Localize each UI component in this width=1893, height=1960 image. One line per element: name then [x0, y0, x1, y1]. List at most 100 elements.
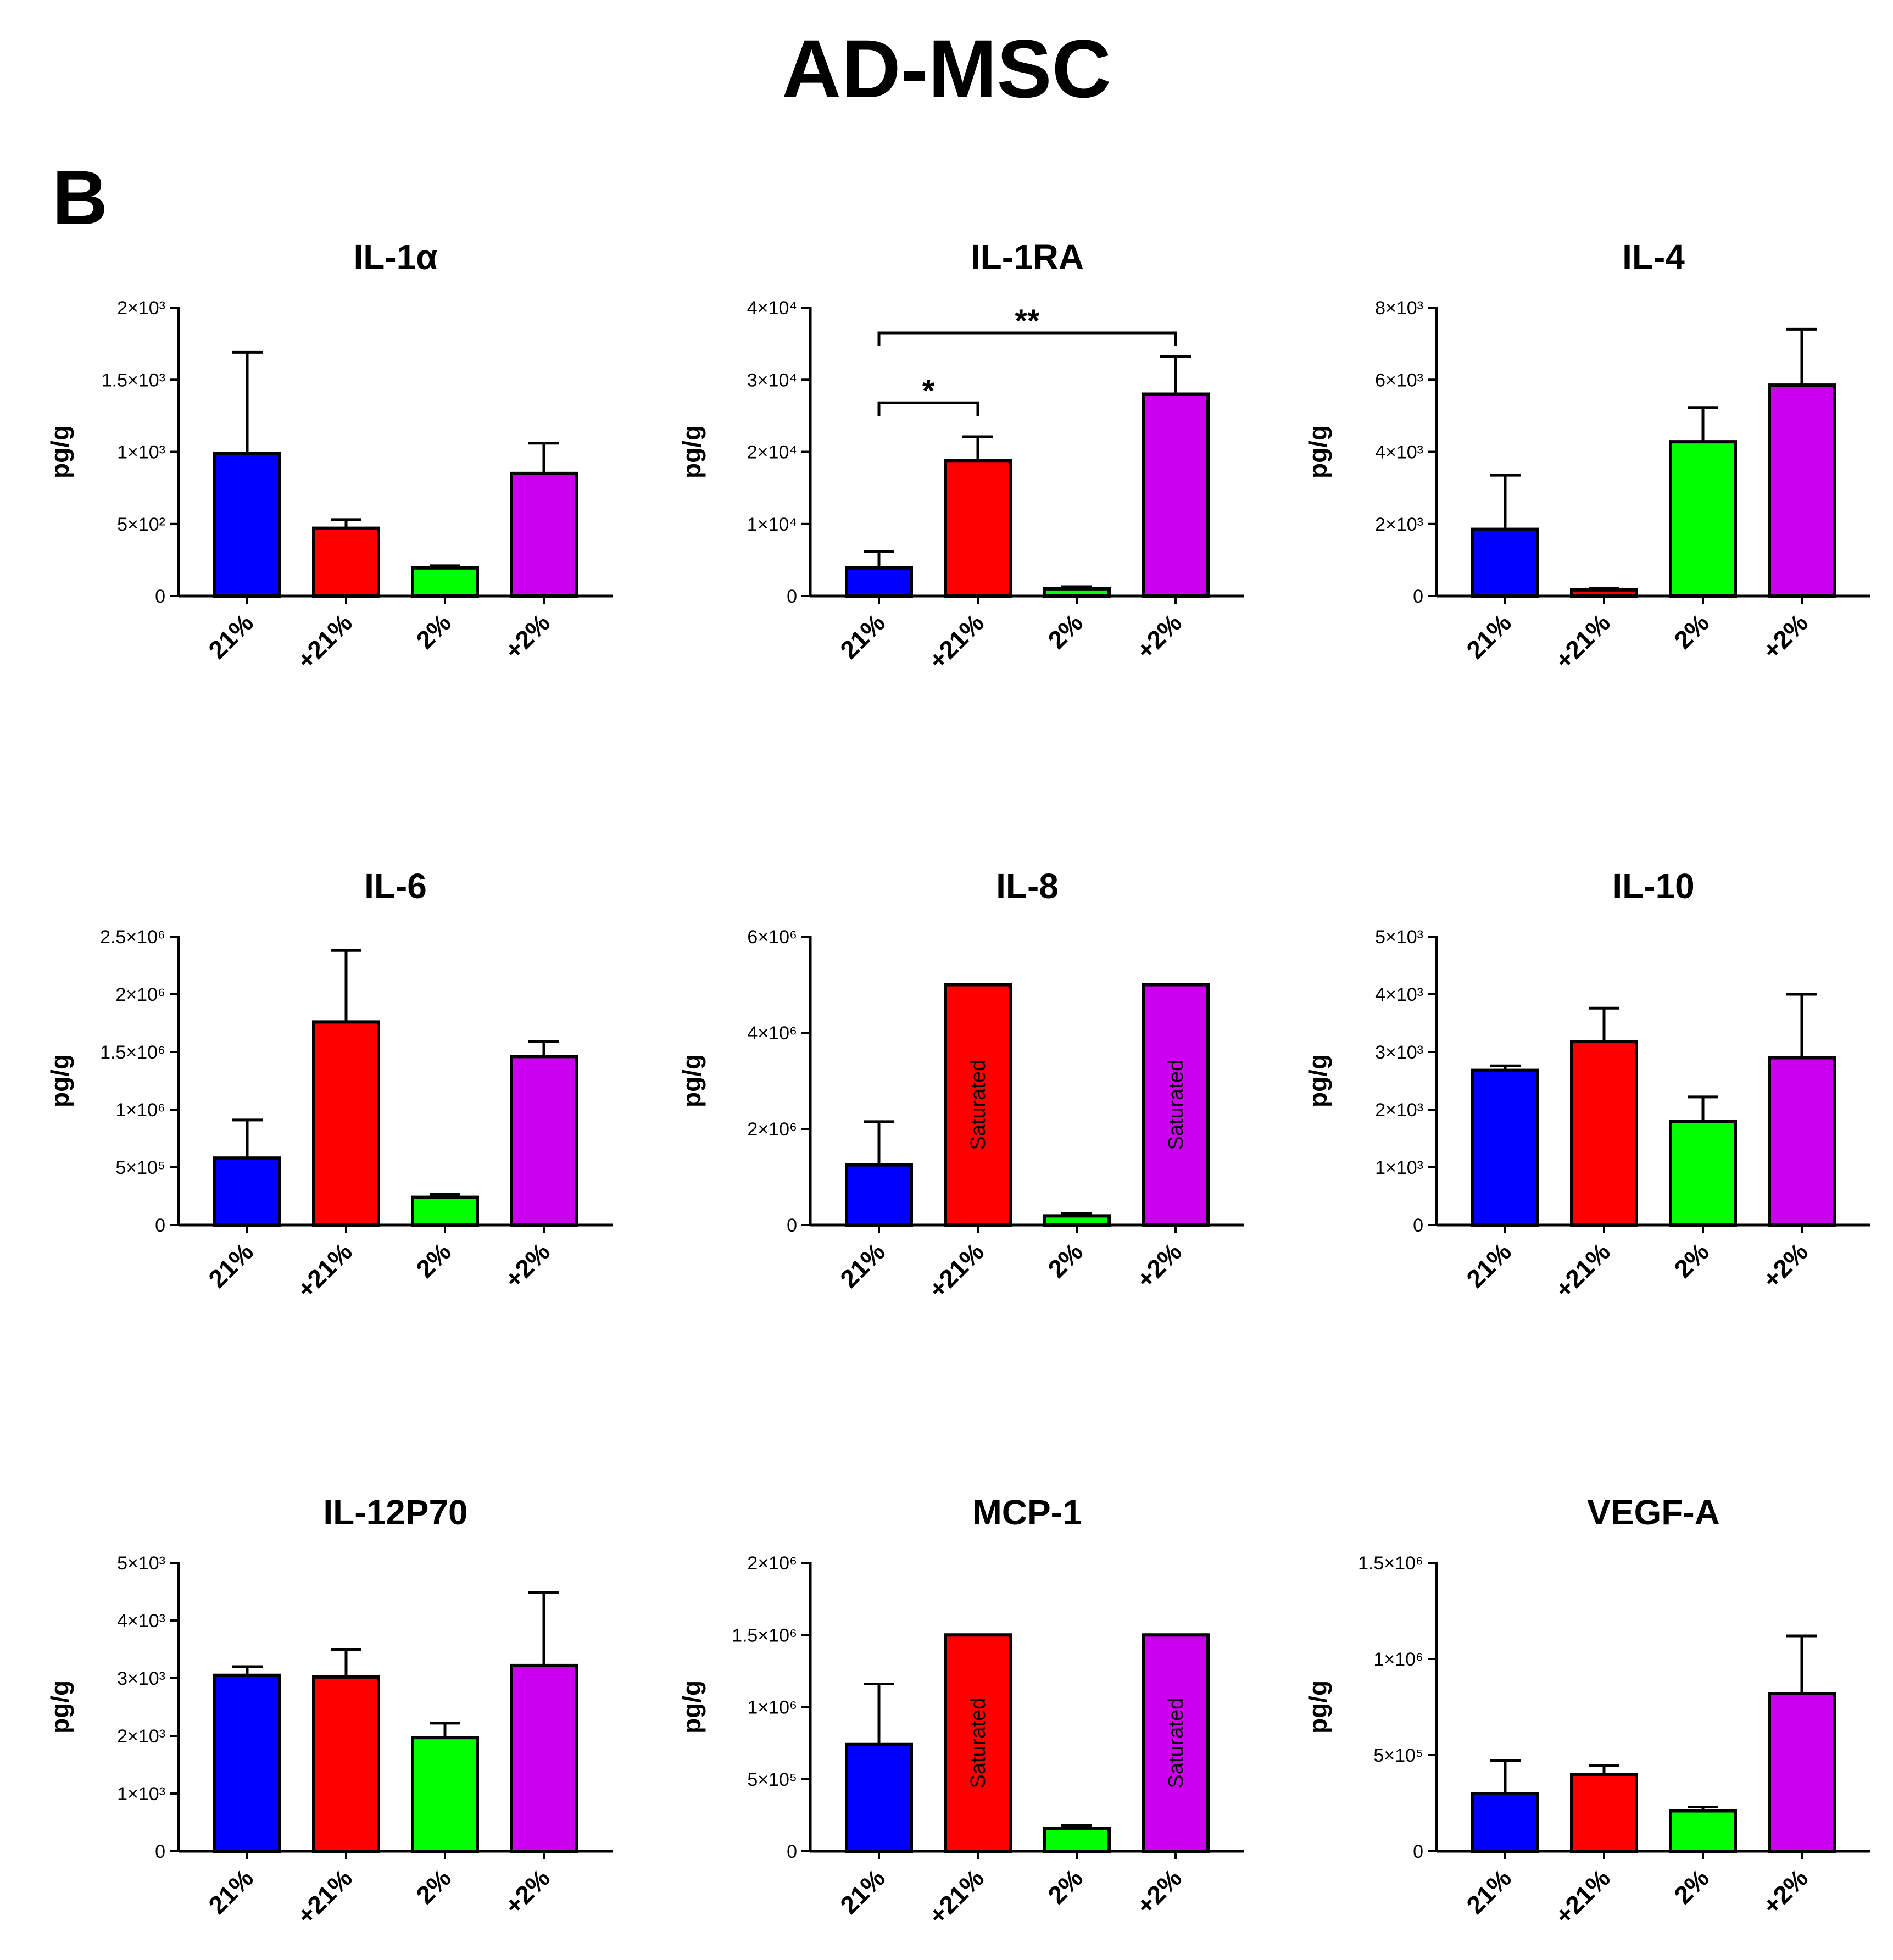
- x-tick-label: 21%: [1461, 1237, 1517, 1293]
- chart-title: IL-1RA: [971, 237, 1084, 277]
- bar-21%: [213, 452, 281, 598]
- x-tick-label: +21%: [923, 1237, 989, 1304]
- bar-2%: [411, 1736, 479, 1853]
- y-tick-label: 1×10⁶: [1373, 1649, 1423, 1670]
- x-tick-label: 2%: [410, 608, 456, 654]
- x-tick-label: 2%: [410, 1863, 456, 1909]
- x-tick-label: +2%: [499, 608, 555, 665]
- x-tick-label: +2%: [499, 1863, 555, 1920]
- chart-il-10: IL-10 pg/g 0 1×10³ 2×10³ 3×10³ 4×10³ 5×10³ 21% +2…: [1304, 866, 1870, 1304]
- y-tick-label: 4×10⁴: [747, 298, 797, 319]
- bar-+21%: [944, 459, 1012, 598]
- bar-2%: [411, 1195, 479, 1227]
- y-tick-label: 3×10⁴: [747, 370, 797, 391]
- x-tick-label: +2%: [1757, 608, 1813, 665]
- bar-21%: [845, 1742, 913, 1853]
- y-tick-label: 5×10³: [117, 1553, 165, 1574]
- y-tick-label: 5×10⁵: [115, 1157, 165, 1178]
- chart-title: VEGF-A: [1587, 1493, 1720, 1532]
- y-axis-label: pg/g: [46, 1680, 74, 1734]
- x-tick-label: 21%: [834, 608, 890, 664]
- y-axis-label: pg/g: [46, 1054, 74, 1107]
- y-tick-label: 0: [787, 586, 797, 607]
- y-tick-label: 1×10⁴: [747, 514, 797, 535]
- bar-annotation: Saturated: [967, 1060, 990, 1150]
- y-tick-label: 1×10³: [117, 1784, 165, 1805]
- bar-2%: [1043, 587, 1111, 598]
- y-tick-label: 4×10⁶: [747, 1023, 797, 1044]
- bar-21%: [845, 1163, 913, 1227]
- y-tick-label: 4×10³: [1375, 442, 1423, 463]
- y-tick-label: 2×10⁶: [115, 984, 165, 1005]
- bar-+2%: [1768, 1692, 1836, 1853]
- bar-2%: [1669, 1120, 1737, 1227]
- chart-il-12p70: IL-12P70 pg/g 0 1×10³ 2×10³ 3×10³ 4×10³ 5×10³ 21…: [46, 1493, 613, 1930]
- x-tick-label: 21%: [1461, 1863, 1517, 1919]
- bar-21%: [845, 566, 913, 598]
- panel-label: B: [52, 154, 108, 241]
- chart-title: IL-12P70: [323, 1493, 467, 1532]
- x-tick-label: 21%: [1461, 608, 1517, 664]
- y-axis-label: pg/g: [1304, 425, 1332, 478]
- x-tick-label: +21%: [291, 1863, 358, 1930]
- bar-2%: [1043, 1214, 1111, 1227]
- x-tick-label: +2%: [1131, 1863, 1187, 1920]
- y-tick-label: 1.5×10⁶: [100, 1042, 165, 1063]
- y-tick-label: 0: [1413, 1215, 1423, 1236]
- x-tick-label: +2%: [1757, 1863, 1813, 1920]
- figure-title: AD-MSC: [782, 23, 1111, 115]
- bar-2%: [1669, 440, 1737, 598]
- bar-+21%: [312, 1675, 380, 1853]
- x-tick-label: +21%: [1549, 608, 1616, 675]
- x-tick-label: +21%: [291, 608, 358, 675]
- y-tick-label: 5×10⁵: [747, 1769, 797, 1790]
- y-tick-label: 5×10⁵: [1373, 1745, 1423, 1766]
- bar-+2%: [1142, 1633, 1210, 1853]
- x-tick-label: +21%: [291, 1237, 358, 1304]
- chart-vegf-a: VEGF-A pg/g 0 5×10⁵ 1×10⁶ 1.5×10⁶ 21% +21% 2% +2%: [1304, 1493, 1870, 1930]
- x-tick-label: +21%: [1549, 1237, 1616, 1304]
- bar-+21%: [944, 1633, 1012, 1853]
- x-tick-label: 2%: [1668, 1237, 1714, 1283]
- chart-il-4: IL-4 pg/g 0 2×10³ 4×10³ 6×10³ 8×10³ 21% +21% 2% +2…: [1304, 237, 1870, 675]
- bar-+2%: [1768, 1056, 1836, 1227]
- bar-2%: [1669, 1809, 1737, 1853]
- x-tick-label: +21%: [923, 608, 989, 675]
- y-axis-label: pg/g: [677, 425, 706, 478]
- y-tick-label: 0: [787, 1215, 797, 1236]
- bar-21%: [213, 1156, 281, 1227]
- y-tick-label: 1×10³: [117, 442, 165, 463]
- x-tick-label: 2%: [1668, 1863, 1714, 1909]
- y-tick-label: 2×10³: [1375, 1100, 1423, 1121]
- x-tick-label: 21%: [834, 1237, 890, 1293]
- bar-+21%: [312, 526, 380, 598]
- bar-+2%: [510, 1663, 578, 1853]
- y-tick-label: 4×10³: [1375, 984, 1423, 1005]
- y-tick-label: 0: [155, 1841, 165, 1862]
- y-tick-label: 6×10⁶: [747, 927, 797, 948]
- chart-il-8: IL-8 pg/g 0 2×10⁶ 4×10⁶ 6×10⁶ 21% +21% Saturated…: [677, 866, 1244, 1304]
- x-tick-label: 2%: [1668, 608, 1714, 654]
- y-tick-label: 1.5×10⁶: [732, 1625, 797, 1646]
- bar-+2%: [1142, 983, 1210, 1227]
- x-tick-label: 21%: [203, 608, 259, 664]
- bar-annotation: Saturated: [967, 1698, 990, 1789]
- y-tick-label: 1×10³: [1375, 1157, 1423, 1178]
- y-tick-label: 8×10³: [1375, 298, 1423, 319]
- y-axis-label: pg/g: [1304, 1054, 1332, 1107]
- x-tick-label: +2%: [1131, 1237, 1187, 1294]
- bar-21%: [1471, 1068, 1539, 1227]
- significance-label: *: [922, 373, 935, 409]
- chart-mcp-1: MCP-1 pg/g 0 5×10⁵ 1×10⁶ 1.5×10⁶ 2×10⁶ 21% +21% S…: [677, 1493, 1244, 1930]
- y-tick-label: 1×10⁶: [115, 1100, 165, 1121]
- x-tick-label: +2%: [1757, 1237, 1813, 1294]
- bar-annotation: Saturated: [1165, 1698, 1188, 1789]
- y-tick-label: 6×10³: [1375, 370, 1423, 391]
- y-tick-label: 0: [155, 586, 165, 607]
- y-tick-label: 3×10³: [1375, 1042, 1423, 1063]
- y-tick-label: 3×10³: [117, 1668, 165, 1689]
- y-tick-label: 2×10³: [117, 298, 165, 319]
- y-tick-label: 2×10³: [117, 1726, 165, 1747]
- y-tick-label: 0: [1413, 586, 1423, 607]
- chart-title: IL-4: [1622, 237, 1685, 277]
